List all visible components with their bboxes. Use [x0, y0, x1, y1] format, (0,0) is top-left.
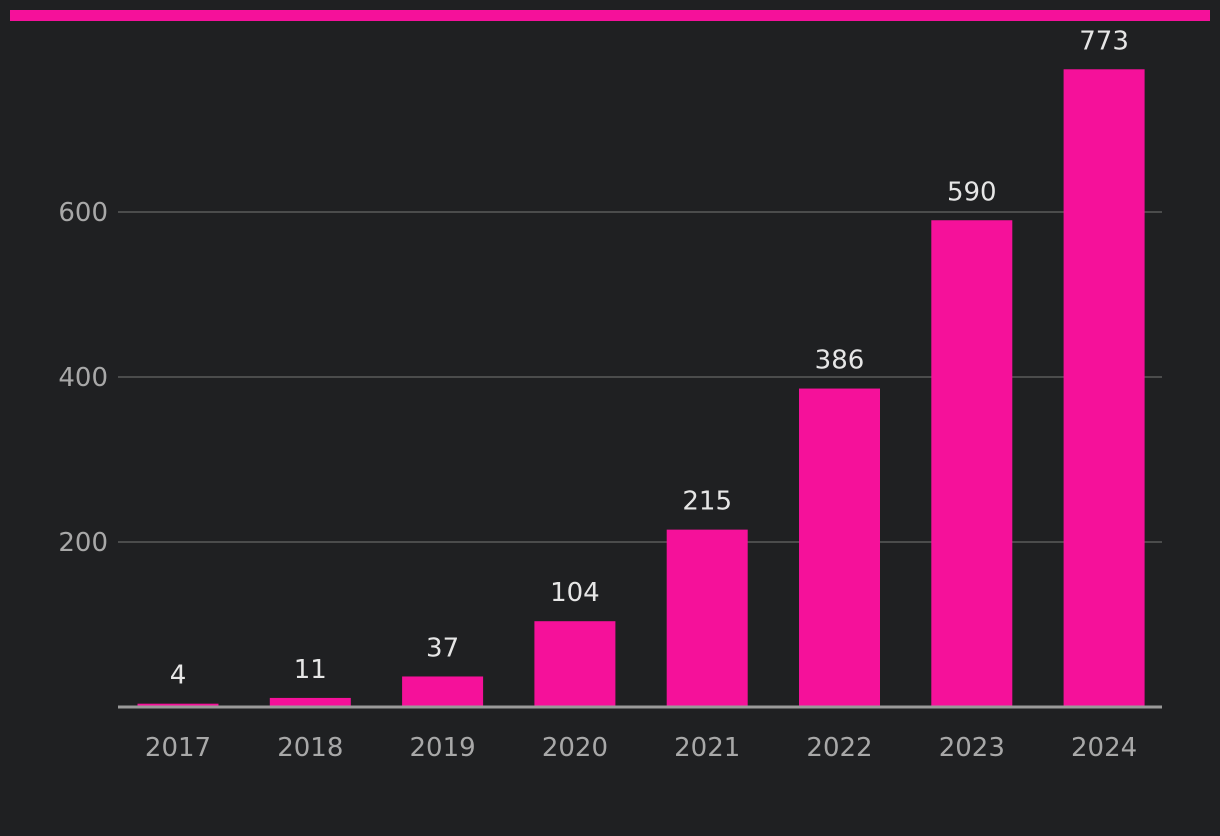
bar-2022	[799, 388, 880, 707]
bar-2019	[402, 676, 484, 707]
data-label: 37	[426, 633, 459, 663]
bars	[137, 69, 1145, 707]
x-tick-label: 2024	[1071, 733, 1137, 763]
data-label: 11	[294, 655, 327, 685]
bar-2018	[269, 697, 351, 707]
accent-strip	[10, 10, 1210, 21]
y-tick-label: 600	[58, 198, 108, 228]
bar-2024	[1063, 69, 1145, 707]
bar-2017	[137, 703, 219, 707]
x-tick-label: 2018	[277, 733, 343, 763]
bar-2023	[931, 220, 1013, 707]
x-axis-ticks: 2017 2018 2019 2020 2021 2022 2023 2024	[145, 733, 1137, 763]
y-tick-label: 400	[58, 363, 108, 393]
data-labels: 4 11 37 104 215 386 590 773	[170, 26, 1129, 690]
x-tick-label: 2023	[939, 733, 1005, 763]
x-tick-label: 2017	[145, 733, 211, 763]
bar-2021	[666, 529, 748, 707]
y-tick-label: 200	[58, 528, 108, 558]
data-label: 4	[170, 661, 187, 691]
x-tick-label: 2021	[674, 733, 740, 763]
data-label: 386	[815, 346, 865, 376]
data-label: 104	[550, 578, 600, 608]
x-tick-label: 2020	[542, 733, 608, 763]
bar-2020	[534, 621, 616, 707]
x-tick-label: 2022	[806, 733, 872, 763]
y-axis-ticks: 200 400 600	[58, 198, 108, 558]
x-tick-label: 2019	[410, 733, 476, 763]
data-label: 590	[947, 177, 997, 207]
data-label: 773	[1079, 26, 1129, 56]
data-label: 215	[682, 487, 732, 517]
